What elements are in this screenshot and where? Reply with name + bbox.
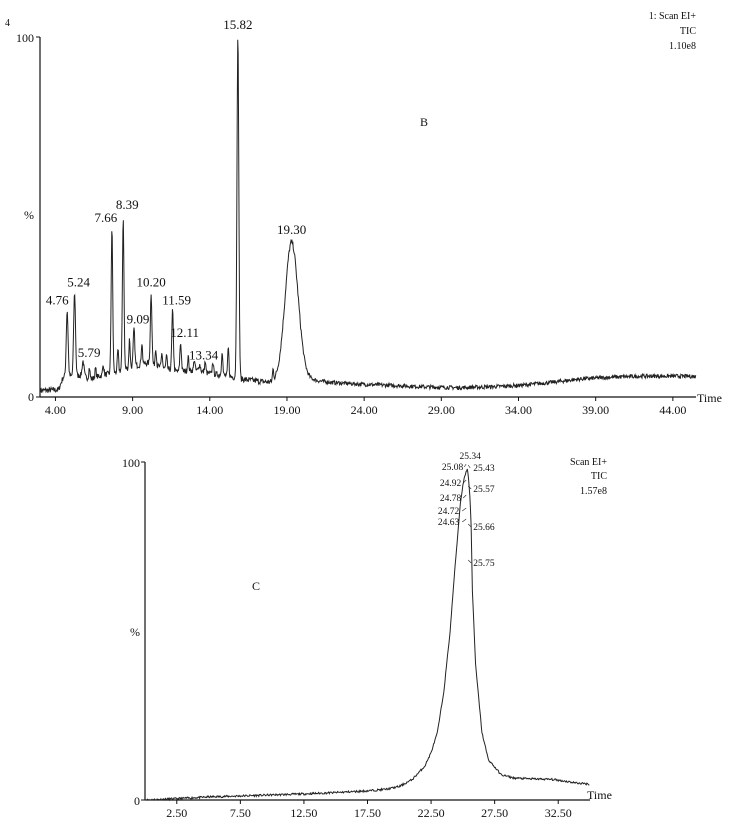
panel-b-peak-label: 4.76 <box>46 293 69 308</box>
panel-b-x-tick-label: 19.00 <box>273 403 300 417</box>
panel-c-peak-label: 25.66 <box>473 523 495 533</box>
panel-c-x-ticks: 2.50 7.50 12.50 17.50 22.50 27.50 32.50 <box>166 800 572 820</box>
panel-c-peak-label: 25.34 <box>460 452 482 462</box>
panel-b-x-tick-label: 14.00 <box>196 403 223 417</box>
panel-c-intensity-info: 1.57e8 <box>580 486 607 497</box>
panel-c-scan-info: Scan EI+ <box>570 457 607 468</box>
panel-c-peak-label: 25.57 <box>473 485 495 495</box>
panel-b-label: B <box>420 115 428 129</box>
panel-c-x-tick-label: 12.50 <box>290 806 317 820</box>
panel-b-peak-label: 5.24 <box>67 275 90 290</box>
panel-b-intensity-info: 1.10e8 <box>669 41 696 52</box>
panel-b-x-tick-label: 34.00 <box>505 403 532 417</box>
panel-b-peak-label: 19.30 <box>277 222 306 237</box>
panel-b-xlabel: Time <box>697 391 722 405</box>
panel-b-peak-label: 15.82 <box>223 17 252 32</box>
panel-c-peak-label: 25.75 <box>473 559 495 569</box>
panel-b-ytick-0: 0 <box>28 390 34 404</box>
panel-b-peak-label: 9.09 <box>127 312 150 327</box>
panel-c-peak-label: 24.63 <box>438 518 460 528</box>
panel-b-x-ticks: 4.00 9.00 14.00 19.00 24.00 29.00 34.00 39.00 44… <box>45 397 686 417</box>
panel-c-label: C <box>252 579 260 593</box>
panel-c-x-tick-label: 32.50 <box>545 806 572 820</box>
panel-b-tic-info: TIC <box>680 26 696 37</box>
panel-b-ytick-100: 100 <box>16 31 34 45</box>
panel-b-peak-label: 12.11 <box>170 325 199 340</box>
panel-b-peak-label: 11.59 <box>162 293 191 308</box>
panel-c-peak-leader <box>462 518 467 523</box>
panel-c-peak-leader <box>467 485 472 490</box>
panel-b-peak-label: 13.34 <box>189 348 219 363</box>
panel-c-peak-label: 25.43 <box>473 464 495 474</box>
panel-b-corner-mark: 4 <box>5 18 10 29</box>
panel-b-peak-label: 5.79 <box>78 345 101 360</box>
panel-b-peak-label: 7.66 <box>95 210 118 225</box>
panel-c-peak-leader <box>467 464 471 469</box>
panel-c-peak-label: 24.72 <box>438 507 460 517</box>
panel-b-scan-info: 1: Scan EI+ <box>649 11 697 22</box>
panel-c-peak-leader <box>467 559 472 564</box>
panel-c: 100 % 0 Time Scan EI+ TIC 1.57e8 C 2.50 7… <box>122 452 612 820</box>
panel-b-peak-label: 10.20 <box>136 275 165 290</box>
panel-b-peak-labels: 4.76 5.24 5.79 7.668.39 9.09 10.20 11.59 12.11 1… <box>46 17 306 363</box>
panel-b-ylabel: % <box>24 208 34 222</box>
panel-b-peak-label: 8.39 <box>116 197 139 212</box>
panel-b: 4 100 % 0 Time 1: Scan EI+ TIC 1.10e8 B … <box>5 11 722 417</box>
panel-c-peak-leader <box>467 523 472 528</box>
panel-b-x-tick-label: 39.00 <box>582 403 609 417</box>
panel-b-tic-trace <box>39 39 697 394</box>
panel-c-peak-label: 25.08 <box>442 463 464 473</box>
panel-b-x-tick-label: 24.00 <box>351 403 378 417</box>
panel-b-x-tick-label: 44.00 <box>659 403 686 417</box>
panel-c-ylabel: % <box>130 625 140 639</box>
panel-c-xlabel: Time <box>587 788 612 802</box>
panel-c-peak-leader <box>462 494 467 499</box>
panel-c-peak-leader <box>462 479 467 484</box>
panel-c-x-tick-label: 17.50 <box>354 806 381 820</box>
panel-b-x-tick-label: 29.00 <box>428 403 455 417</box>
panel-c-tic-info: TIC <box>591 471 607 482</box>
panel-c-ytick-0: 0 <box>134 794 140 808</box>
panel-c-ytick-100: 100 <box>122 456 140 470</box>
panel-b-x-tick-label: 9.00 <box>122 403 143 417</box>
panel-b-x-tick-label: 4.00 <box>45 403 66 417</box>
panel-c-peak-leader <box>463 463 467 468</box>
panel-c-x-tick-label: 2.50 <box>166 806 187 820</box>
panel-c-peak-leader <box>462 507 467 512</box>
panel-c-x-tick-label: 27.50 <box>481 806 508 820</box>
panel-c-x-tick-label: 7.50 <box>230 806 251 820</box>
panel-c-tic-trace <box>145 468 590 802</box>
panel-c-peak-label: 24.78 <box>440 494 462 504</box>
panel-c-peak-label: 24.92 <box>440 479 462 489</box>
panel-c-x-tick-label: 22.50 <box>418 806 445 820</box>
